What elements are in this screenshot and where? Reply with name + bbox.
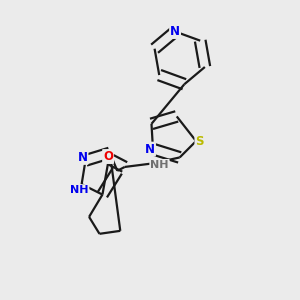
Text: NH: NH	[150, 160, 169, 170]
Text: O: O	[103, 150, 113, 163]
Text: NH: NH	[70, 185, 88, 195]
Text: S: S	[195, 135, 204, 148]
Text: N: N	[145, 142, 155, 156]
Text: N: N	[77, 151, 88, 164]
Text: N: N	[170, 25, 180, 38]
